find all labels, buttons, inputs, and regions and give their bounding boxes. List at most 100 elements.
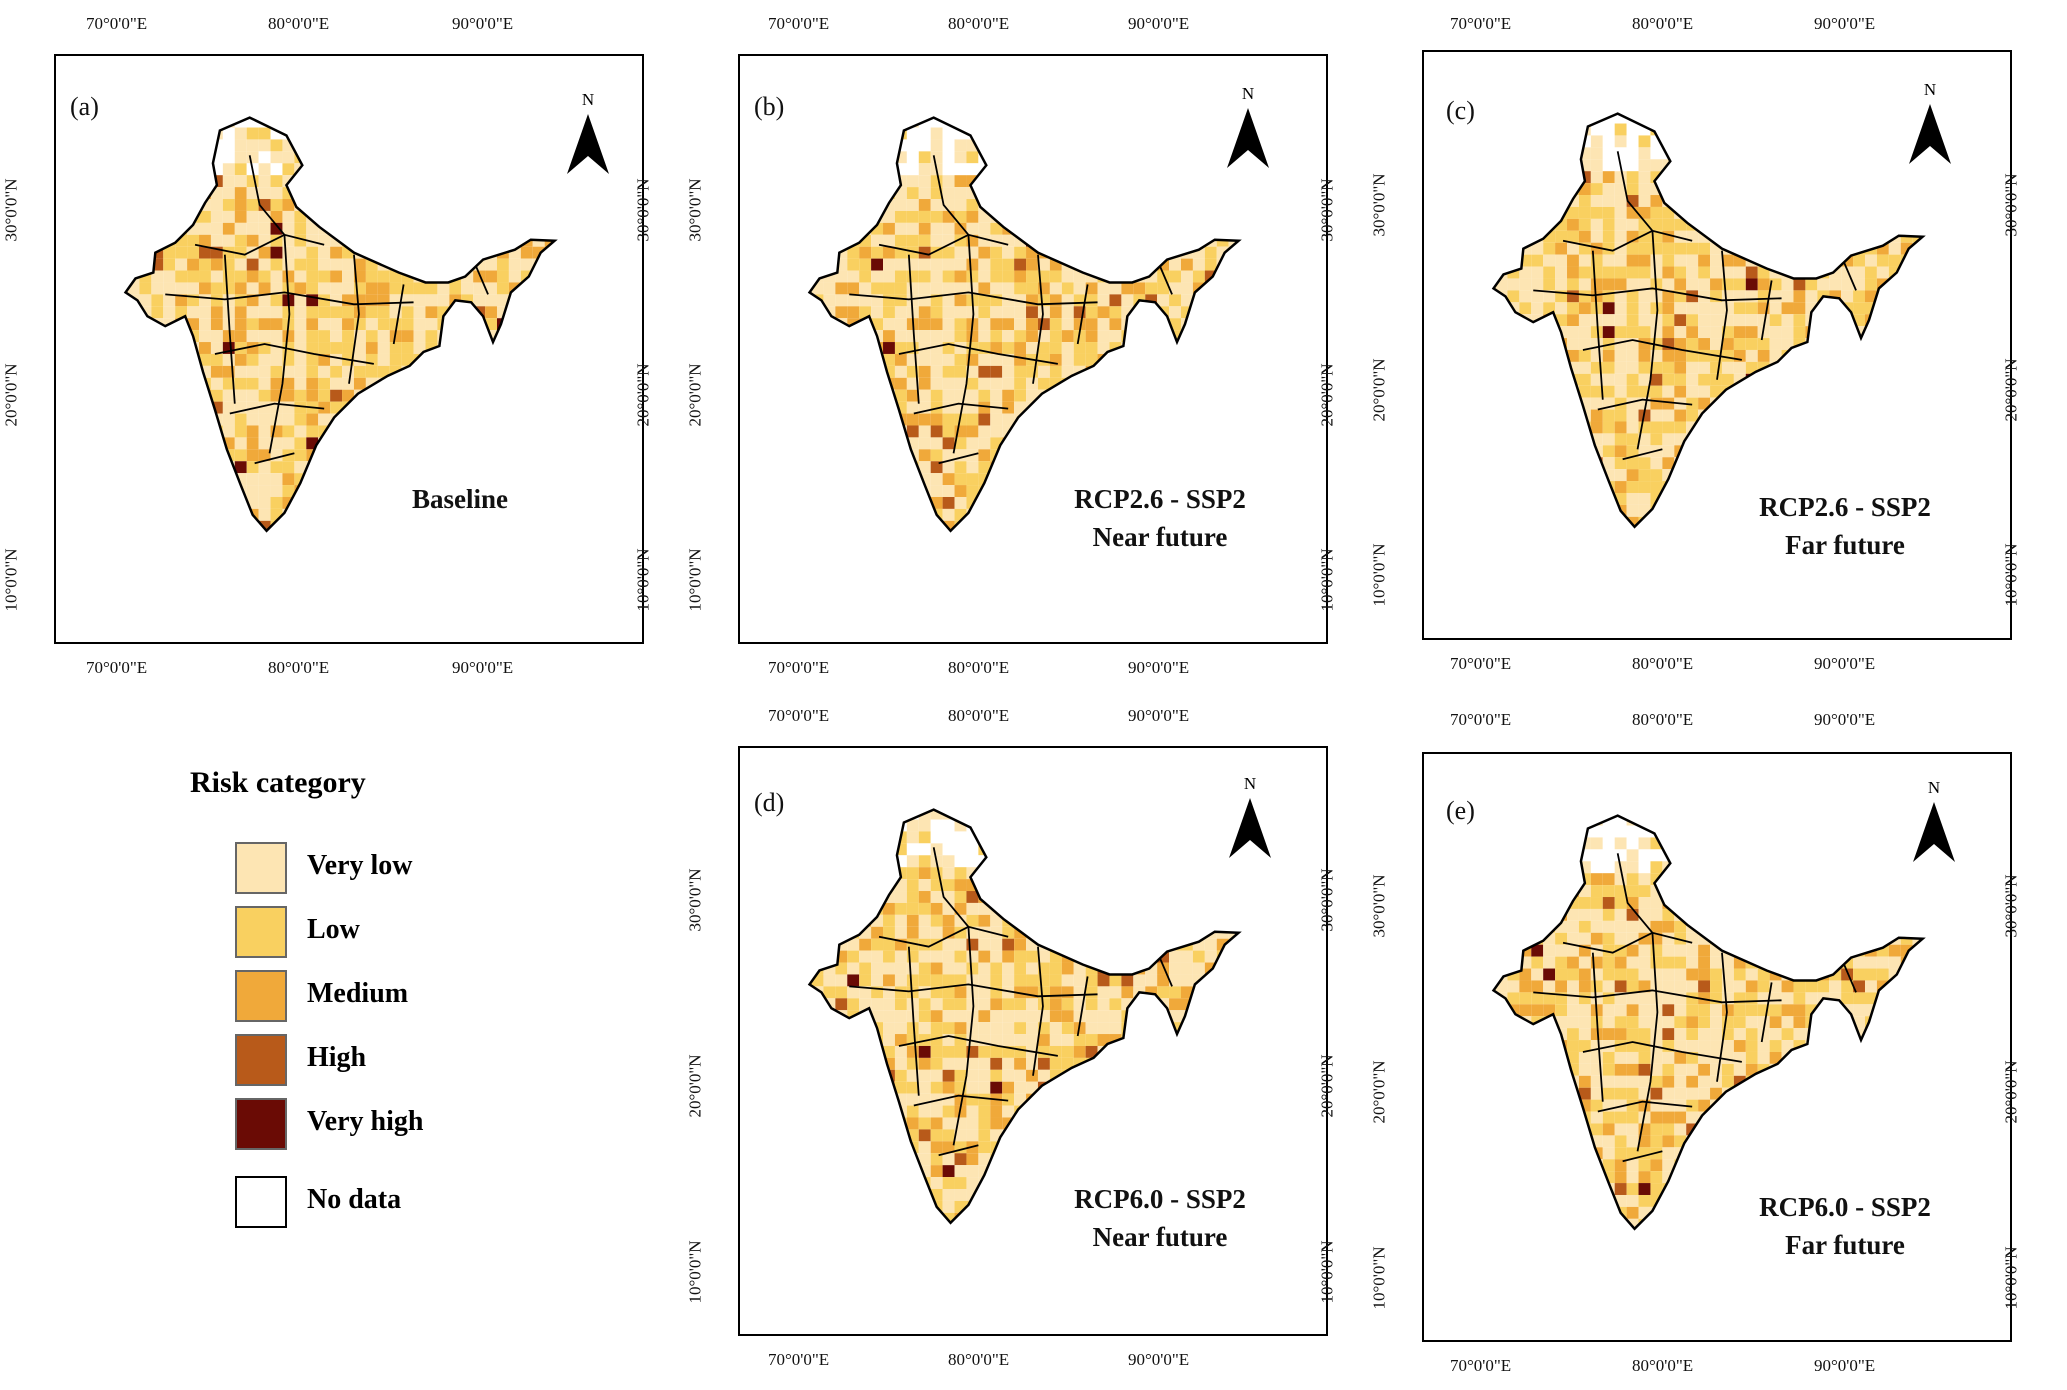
lon-tick-bottom: 70°0'0"E xyxy=(86,658,148,677)
lat-tick-left: 10°0'0"N xyxy=(1369,1246,1389,1310)
legend-label: Very low xyxy=(307,850,413,881)
state-boundaries xyxy=(849,155,1173,465)
legend-label: No data xyxy=(307,1184,402,1215)
lat-tick-right: 30°0'0"N xyxy=(1317,868,1337,932)
map-frame-b xyxy=(738,54,1328,644)
india-map xyxy=(1491,112,1926,529)
north-arrow-icon xyxy=(1229,798,1271,858)
panel-title: RCP2.6 - SSP2 Far future xyxy=(1720,488,1970,564)
country-outline xyxy=(1491,814,1926,1231)
legend-label: Very high xyxy=(307,1106,424,1137)
lon-tick-top: 70°0'0"E xyxy=(768,706,830,725)
north-arrow: N xyxy=(1906,778,1962,868)
lat-tick-left: 20°0'0"N xyxy=(1369,358,1389,422)
panel-title-line1: RCP2.6 - SSP2 xyxy=(1759,492,1931,522)
panel-title-line2: Far future xyxy=(1785,530,1905,560)
legend-swatch xyxy=(235,970,287,1022)
lat-tick-left: 20°0'0"N xyxy=(1,363,21,427)
legend-swatch xyxy=(235,1034,287,1086)
map-frame-a xyxy=(54,54,644,644)
legend-label: Medium xyxy=(307,978,409,1009)
lon-tick-bottom: 90°0'0"E xyxy=(1814,654,1876,673)
lon-tick-top: 90°0'0"E xyxy=(1814,710,1876,729)
lat-tick-left: 20°0'0"N xyxy=(685,363,705,427)
lat-tick-left: 10°0'0"N xyxy=(685,548,705,612)
panel-title-line2: Near future xyxy=(1092,1222,1228,1252)
lon-tick-bottom: 80°0'0"E xyxy=(948,658,1010,677)
lat-tick-left: 20°0'0"N xyxy=(1369,1060,1389,1124)
risk-grid xyxy=(1493,815,1923,1229)
north-arrow-icon xyxy=(1227,108,1269,168)
lat-tick-right: 30°0'0"N xyxy=(2001,874,2021,938)
lon-tick-bottom: 70°0'0"E xyxy=(1450,654,1512,673)
lon-tick-bottom: 90°0'0"E xyxy=(1128,1350,1190,1369)
lon-tick-top: 80°0'0"E xyxy=(948,706,1010,725)
lon-tick-bottom: 70°0'0"E xyxy=(768,1350,830,1369)
state-boundaries xyxy=(1533,151,1857,461)
lat-tick-left: 10°0'0"N xyxy=(1,548,21,612)
north-label: N xyxy=(1241,84,1255,103)
lon-tick-top: 90°0'0"E xyxy=(1814,14,1876,33)
north-arrow: N xyxy=(1902,80,1958,170)
india-map xyxy=(807,116,1242,533)
lat-tick-right: 20°0'0"N xyxy=(2001,1060,2021,1124)
lat-tick-right: 30°0'0"N xyxy=(633,178,653,242)
north-label: N xyxy=(1923,80,1937,99)
risk-grid xyxy=(809,809,1239,1223)
state-boundaries xyxy=(849,847,1173,1157)
map-frame-d xyxy=(738,746,1328,1336)
country-outline xyxy=(123,116,558,533)
lat-tick-right: 20°0'0"N xyxy=(1317,363,1337,427)
north-label: N xyxy=(1243,774,1257,793)
panel-title-line1: Baseline xyxy=(411,484,508,514)
north-arrow: N xyxy=(1220,84,1276,174)
lat-tick-left: 30°0'0"N xyxy=(1369,173,1389,237)
lon-tick-bottom: 90°0'0"E xyxy=(1814,1356,1876,1375)
lon-tick-top: 90°0'0"E xyxy=(1128,706,1190,725)
panel-title: RCP2.6 - SSP2 Near future xyxy=(1035,480,1285,556)
legend-title: Risk category xyxy=(190,766,366,799)
lon-tick-top: 80°0'0"E xyxy=(1632,710,1694,729)
panel-label: (b) xyxy=(754,92,785,121)
lat-tick-left: 30°0'0"N xyxy=(1369,874,1389,938)
lat-tick-right: 30°0'0"N xyxy=(1317,178,1337,242)
map-frame-e xyxy=(1422,752,2012,1342)
lat-tick-right: 20°0'0"N xyxy=(2001,358,2021,422)
north-label: N xyxy=(1927,778,1941,797)
panel-title: Baseline xyxy=(360,480,560,518)
panel-label: (e) xyxy=(1446,796,1475,825)
legend-label: High xyxy=(307,1042,367,1073)
risk-grid xyxy=(1493,113,1923,527)
lon-tick-top: 80°0'0"E xyxy=(948,14,1010,33)
lat-tick-left: 30°0'0"N xyxy=(685,178,705,242)
lon-tick-top: 70°0'0"E xyxy=(1450,14,1512,33)
lon-tick-bottom: 70°0'0"E xyxy=(1450,1356,1512,1375)
lat-tick-left: 20°0'0"N xyxy=(685,1054,705,1118)
north-label: N xyxy=(581,90,595,109)
lon-tick-top: 90°0'0"E xyxy=(1128,14,1190,33)
country-outline xyxy=(1491,112,1926,529)
lat-tick-right: 30°0'0"N xyxy=(2001,173,2021,237)
north-arrow: N xyxy=(1222,774,1278,864)
state-boundaries xyxy=(165,155,489,465)
lat-tick-right: 20°0'0"N xyxy=(1317,1054,1337,1118)
lon-tick-bottom: 70°0'0"E xyxy=(768,658,830,677)
panel-title-line1: RCP2.6 - SSP2 xyxy=(1074,484,1246,514)
legend-swatch xyxy=(235,842,287,894)
panel-label: (c) xyxy=(1446,96,1475,125)
country-outline xyxy=(807,808,1242,1225)
lon-tick-top: 80°0'0"E xyxy=(1632,14,1694,33)
lon-tick-bottom: 90°0'0"E xyxy=(452,658,514,677)
lon-tick-bottom: 90°0'0"E xyxy=(1128,658,1190,677)
lon-tick-top: 70°0'0"E xyxy=(768,14,830,33)
lon-tick-top: 90°0'0"E xyxy=(452,14,514,33)
legend-swatch xyxy=(235,1098,287,1150)
lat-tick-left: 30°0'0"N xyxy=(685,868,705,932)
lat-tick-right: 10°0'0"N xyxy=(2001,543,2021,607)
panel-title: RCP6.0 - SSP2 Near future xyxy=(1035,1180,1285,1256)
panel-label: (d) xyxy=(754,788,785,817)
legend-label: Low xyxy=(307,914,360,945)
lat-tick-left: 10°0'0"N xyxy=(1369,543,1389,607)
north-arrow-icon xyxy=(1909,104,1951,164)
panel-title-line2: Near future xyxy=(1092,522,1228,552)
